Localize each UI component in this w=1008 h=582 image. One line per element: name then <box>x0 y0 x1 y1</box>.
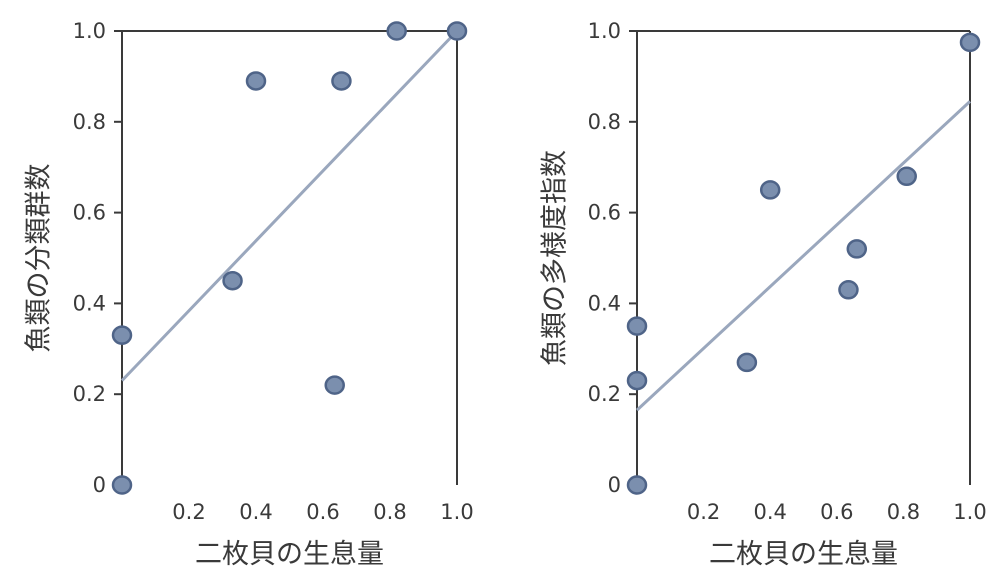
chart1-y-tick-label: 0.8 <box>73 110 106 134</box>
chart2-data-point <box>626 370 648 391</box>
chart2-trendline <box>635 100 972 412</box>
chart1-y-tick-label: 1.0 <box>73 19 106 43</box>
chart2-y-tick-label: 0.2 <box>588 382 621 406</box>
chart1-data-point <box>222 270 243 291</box>
chart1-data-point <box>245 71 267 91</box>
chart1-y-axis-label: 魚類の分類群数 <box>24 164 55 353</box>
chart1-x-tick-label: 0.2 <box>172 500 205 524</box>
chart2-data-point <box>959 32 981 53</box>
chart2-x-tick-label: 0.6 <box>820 500 853 524</box>
chart2-x-tick-label: 0.8 <box>887 500 920 524</box>
chart1-x-tick-label: 0.8 <box>373 500 406 524</box>
chart1-data-point <box>331 71 352 91</box>
chart1-y-tick-label: 0.4 <box>73 291 106 315</box>
chart2-x-axis-label: 二枚貝の生息量 <box>709 539 898 570</box>
chart2-y-tick-label: 0.4 <box>588 291 621 315</box>
chart1-x-tick-label: 0.6 <box>306 500 339 524</box>
chart1-data-point <box>111 325 133 345</box>
chart2-data-point <box>846 239 868 259</box>
chart1-trendline <box>120 29 459 382</box>
chart2-x-tick-label: 1.0 <box>953 500 986 524</box>
chart2-data-point <box>838 280 859 300</box>
chart2-y-tick-label: 0 <box>608 473 621 497</box>
chart2-y-tick-label: 0.6 <box>588 201 621 225</box>
chart1-x-tick-label: 1.0 <box>440 500 473 524</box>
chart2-data-point <box>626 316 648 336</box>
chart1-data-point <box>111 475 133 495</box>
chart2-data-point <box>626 475 648 495</box>
chart1-data-point <box>446 21 468 41</box>
chart2-y-tick-label: 0.8 <box>588 110 621 134</box>
chart1-y-tick-label: 0.6 <box>73 201 106 225</box>
chart1-y-tick-label: 0.2 <box>73 382 106 406</box>
chart1-y-tick-label: 0 <box>93 473 106 497</box>
chart2-y-tick-label: 1.0 <box>588 19 621 43</box>
chart2-data-point <box>896 166 917 187</box>
chart2-y-axis-label: 魚類の多様度指数 <box>540 150 571 366</box>
chart1-data-point <box>324 375 345 395</box>
chart1-x-axis-label: 二枚貝の生息量 <box>195 539 384 570</box>
chart2-data-point <box>759 180 781 200</box>
chart2-data-point <box>736 352 758 373</box>
chart2-x-tick-label: 0.2 <box>687 500 720 524</box>
chart1-data-point <box>386 21 407 41</box>
chart1-x-tick-label: 0.4 <box>239 500 272 524</box>
chart2-x-tick-label: 0.4 <box>753 500 786 524</box>
